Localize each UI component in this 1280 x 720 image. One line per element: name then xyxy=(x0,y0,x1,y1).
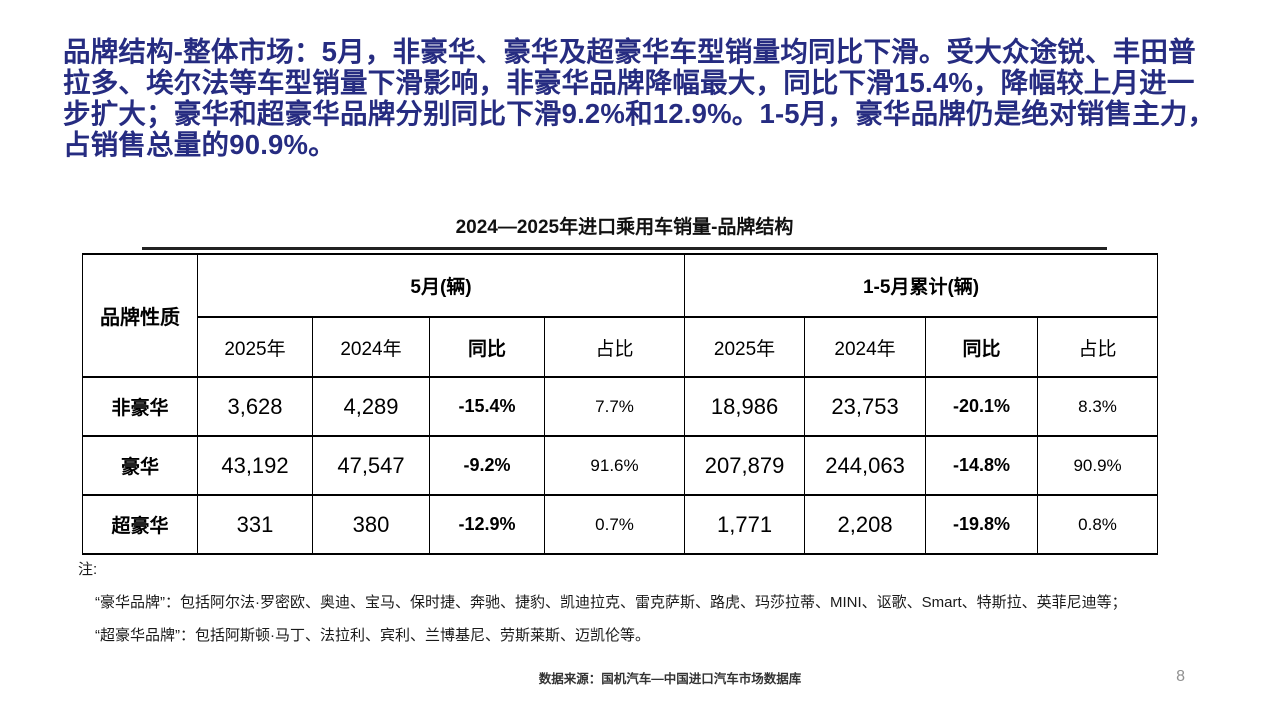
table-cell: 3,628 xyxy=(197,376,313,437)
footnote-label: 注: xyxy=(78,561,98,578)
table-cell: -14.8% xyxy=(925,435,1039,496)
sales-table: 品牌性质 5月(辆) 1-5月累计(辆) 2025年 2024年 同比 占比 2… xyxy=(82,253,1159,555)
table-title: 2024—2025年进口乘用车销量-品牌结构 xyxy=(455,217,794,238)
table-cell: 7.7% xyxy=(543,376,686,437)
table-sub-header: 同比 xyxy=(925,316,1039,378)
data-source-caption: 数据来源：国机汽车—中国进口汽车市场数据库 xyxy=(538,672,802,686)
footnote-luxury-brands: “豪华品牌”：包括阿尔法·罗密欧、奥迪、宝马、保时捷、奔驰、捷豹、凯迪拉克、雷克… xyxy=(95,594,1127,611)
table-row: 超豪华 331 380 -12.9% 0.7% 1,771 2,208 -19.… xyxy=(82,494,1159,555)
table-cell: 380 xyxy=(312,494,430,555)
table-cell: 1,771 xyxy=(684,494,806,555)
table-cell: 43,192 xyxy=(197,435,313,496)
table-cell: 8.3% xyxy=(1037,376,1159,437)
table-sub-header: 2025年 xyxy=(197,316,313,378)
table-group-header-may: 5月(辆) xyxy=(196,253,686,318)
table-cell: -20.1% xyxy=(925,376,1039,437)
page-number: 8 xyxy=(1176,668,1185,685)
table-cell: 0.8% xyxy=(1037,494,1159,555)
table-row-label: 豪华 xyxy=(82,435,198,496)
table-title-rule: 2024—2025年进口乘用车销量-品牌结构 xyxy=(142,212,1107,250)
table-sub-header: 占比 xyxy=(543,316,686,378)
table-sub-header: 2024年 xyxy=(804,316,927,378)
table-row: 豪华 43,192 47,547 -9.2% 91.6% 207,879 244… xyxy=(82,435,1159,496)
table-group-header-cumulative: 1-5月累计(辆) xyxy=(684,253,1159,318)
table-cell: 244,063 xyxy=(804,435,927,496)
table-cell: 207,879 xyxy=(684,435,806,496)
table-cell: 90.9% xyxy=(1037,435,1159,496)
table-sub-header: 占比 xyxy=(1037,316,1159,378)
table-cell: 23,753 xyxy=(804,376,927,437)
slide-headline: 品牌结构-整体市场：5月，非豪华、豪华及超豪华车型销量均同比下滑。受大众途锐、丰… xyxy=(63,36,1216,160)
table-corner-header: 品牌性质 xyxy=(82,253,198,378)
table-row-label: 超豪华 xyxy=(82,494,198,555)
table-row-label: 非豪华 xyxy=(82,376,198,437)
table-cell: 47,547 xyxy=(312,435,430,496)
table-cell: -12.9% xyxy=(429,494,545,555)
table-sub-header: 同比 xyxy=(429,316,545,378)
footnotes: 注: “豪华品牌”：包括阿尔法·罗密欧、奥迪、宝马、保时捷、奔驰、捷豹、凯迪拉克… xyxy=(78,560,1228,646)
table-sub-header: 2025年 xyxy=(684,316,806,378)
table-cell: -19.8% xyxy=(925,494,1039,555)
table-cell: 91.6% xyxy=(543,435,686,496)
table-row: 非豪华 3,628 4,289 -15.4% 7.7% 18,986 23,75… xyxy=(82,376,1159,437)
table-sub-header: 2024年 xyxy=(312,316,430,378)
table-cell: 2,208 xyxy=(804,494,927,555)
table-cell: 4,289 xyxy=(312,376,430,437)
footnote-super-luxury-brands: “超豪华品牌”：包括阿斯顿·马丁、法拉利、宾利、兰博基尼、劳斯莱斯、迈凯伦等。 xyxy=(95,627,650,644)
table-cell: 331 xyxy=(197,494,313,555)
table-cell: 18,986 xyxy=(684,376,806,437)
table-cell: -9.2% xyxy=(429,435,545,496)
table-cell: 0.7% xyxy=(543,494,686,555)
table-cell: -15.4% xyxy=(429,376,545,437)
